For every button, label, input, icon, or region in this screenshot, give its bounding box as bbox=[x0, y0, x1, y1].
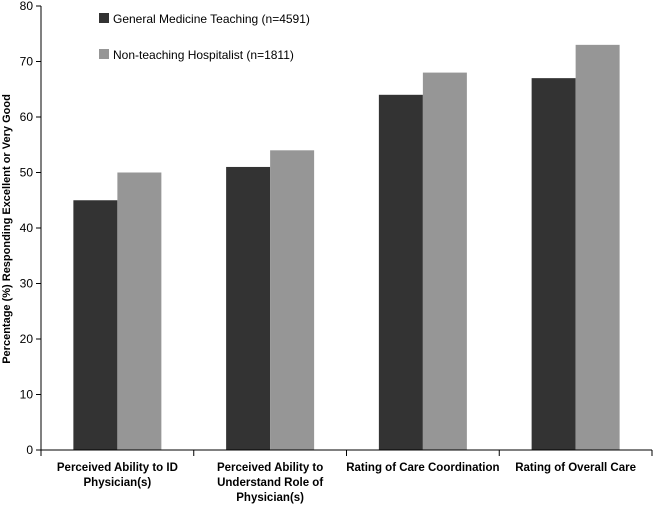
bar-series-1-category-1 bbox=[270, 150, 315, 451]
x-category-label: Rating of Overall Care bbox=[515, 462, 636, 474]
y-tick-label: 30 bbox=[20, 277, 34, 291]
y-tick-label: 20 bbox=[20, 332, 34, 346]
x-category-label: Physician(s) bbox=[236, 492, 304, 504]
y-tick-label: 40 bbox=[20, 221, 34, 235]
bar-series-1-category-0 bbox=[117, 172, 162, 450]
y-tick-label: 10 bbox=[20, 388, 34, 402]
y-tick-label: 70 bbox=[20, 55, 34, 69]
legend-swatch-0 bbox=[99, 13, 109, 23]
x-category-label: Rating of Care Coordination bbox=[346, 462, 499, 474]
legend: General Medicine Teaching (n=4591) Non-te… bbox=[99, 12, 310, 62]
y-tick-label: 60 bbox=[20, 110, 34, 124]
y-tick-label: 0 bbox=[26, 443, 33, 457]
bar-series-0-category-0 bbox=[73, 200, 118, 450]
bar-series-1-category-3 bbox=[575, 44, 620, 450]
y-axis-title: Percentage (%) Responding Excellent or V… bbox=[1, 94, 13, 364]
y-tick-label: 50 bbox=[20, 166, 34, 180]
x-category-label: Understand Role of bbox=[217, 477, 323, 489]
y-axis-title-group: Percentage (%) Responding Excellent or V… bbox=[1, 94, 13, 364]
bar-series-0-category-3 bbox=[531, 78, 576, 451]
bars bbox=[73, 44, 620, 451]
x-axis bbox=[40, 449, 653, 456]
y-tick-label: 80 bbox=[20, 0, 34, 13]
x-category-label: Perceived Ability to bbox=[217, 462, 323, 474]
legend-label-0: General Medicine Teaching (n=4591) bbox=[113, 12, 310, 26]
legend-swatch-1 bbox=[99, 49, 109, 59]
x-category-label: Physician(s) bbox=[84, 477, 152, 489]
x-category-label: Perceived Ability to ID bbox=[57, 462, 178, 474]
y-axis: 0 10 20 30 40 50 60 70 80 bbox=[20, 0, 42, 457]
bar-series-0-category-1 bbox=[226, 166, 271, 450]
legend-label-1: Non-teaching Hospitalist (n=1811) bbox=[113, 48, 294, 62]
bar-series-1-category-2 bbox=[422, 72, 467, 450]
category-labels: Perceived Ability to ID Physician(s) Perce… bbox=[57, 462, 636, 504]
bar-series-0-category-2 bbox=[378, 94, 423, 451]
